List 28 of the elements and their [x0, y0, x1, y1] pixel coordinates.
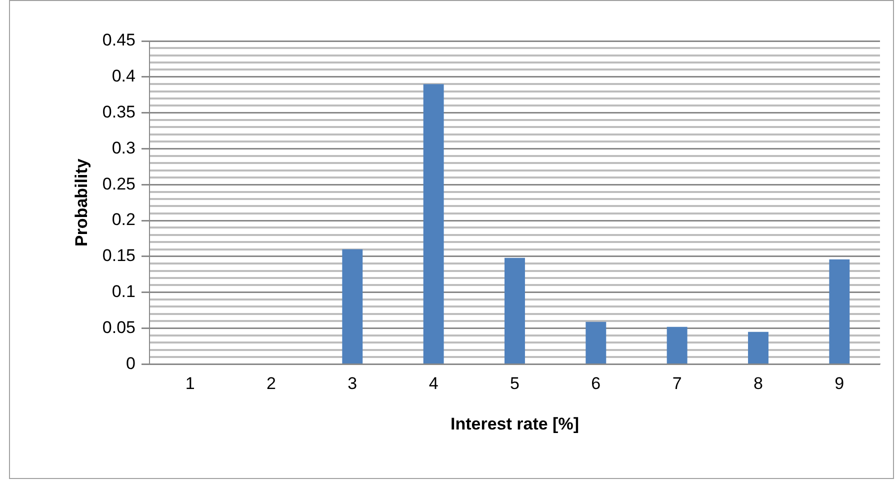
y-tick-label: 0.4: [112, 66, 136, 86]
y-tick-label: 0.45: [102, 30, 136, 50]
x-tick-label: 4: [428, 374, 438, 394]
bar: [423, 84, 444, 364]
y-tick-label: 0.05: [102, 318, 136, 337]
x-tick-label: 9: [834, 374, 844, 394]
bar: [748, 332, 768, 364]
x-axis-title: Interest rate [%]: [450, 414, 579, 434]
x-tick-label: 8: [754, 374, 763, 394]
y-tick-label: 0.25: [102, 174, 136, 194]
bar: [342, 249, 363, 364]
x-tick-label: 7: [672, 374, 682, 394]
x-tick-label: 1: [185, 374, 195, 394]
y-axis-title: Probability: [72, 158, 91, 247]
y-tick-label: 0.15: [102, 246, 136, 266]
y-tick-label: 0.3: [112, 138, 136, 158]
bar: [586, 322, 606, 364]
y-tick-label: 0.2: [112, 210, 136, 230]
y-tick-label: 0.1: [112, 282, 136, 302]
x-tick-label: 2: [266, 374, 276, 394]
bar: [829, 259, 850, 364]
y-tick-label: 0.35: [102, 102, 136, 122]
x-tick-label: 3: [348, 374, 358, 394]
x-tick-label: 5: [510, 374, 520, 394]
y-tick-label: 0: [126, 354, 136, 373]
bar: [666, 326, 688, 364]
bar: [504, 258, 525, 364]
x-tick-label: 6: [591, 374, 601, 394]
